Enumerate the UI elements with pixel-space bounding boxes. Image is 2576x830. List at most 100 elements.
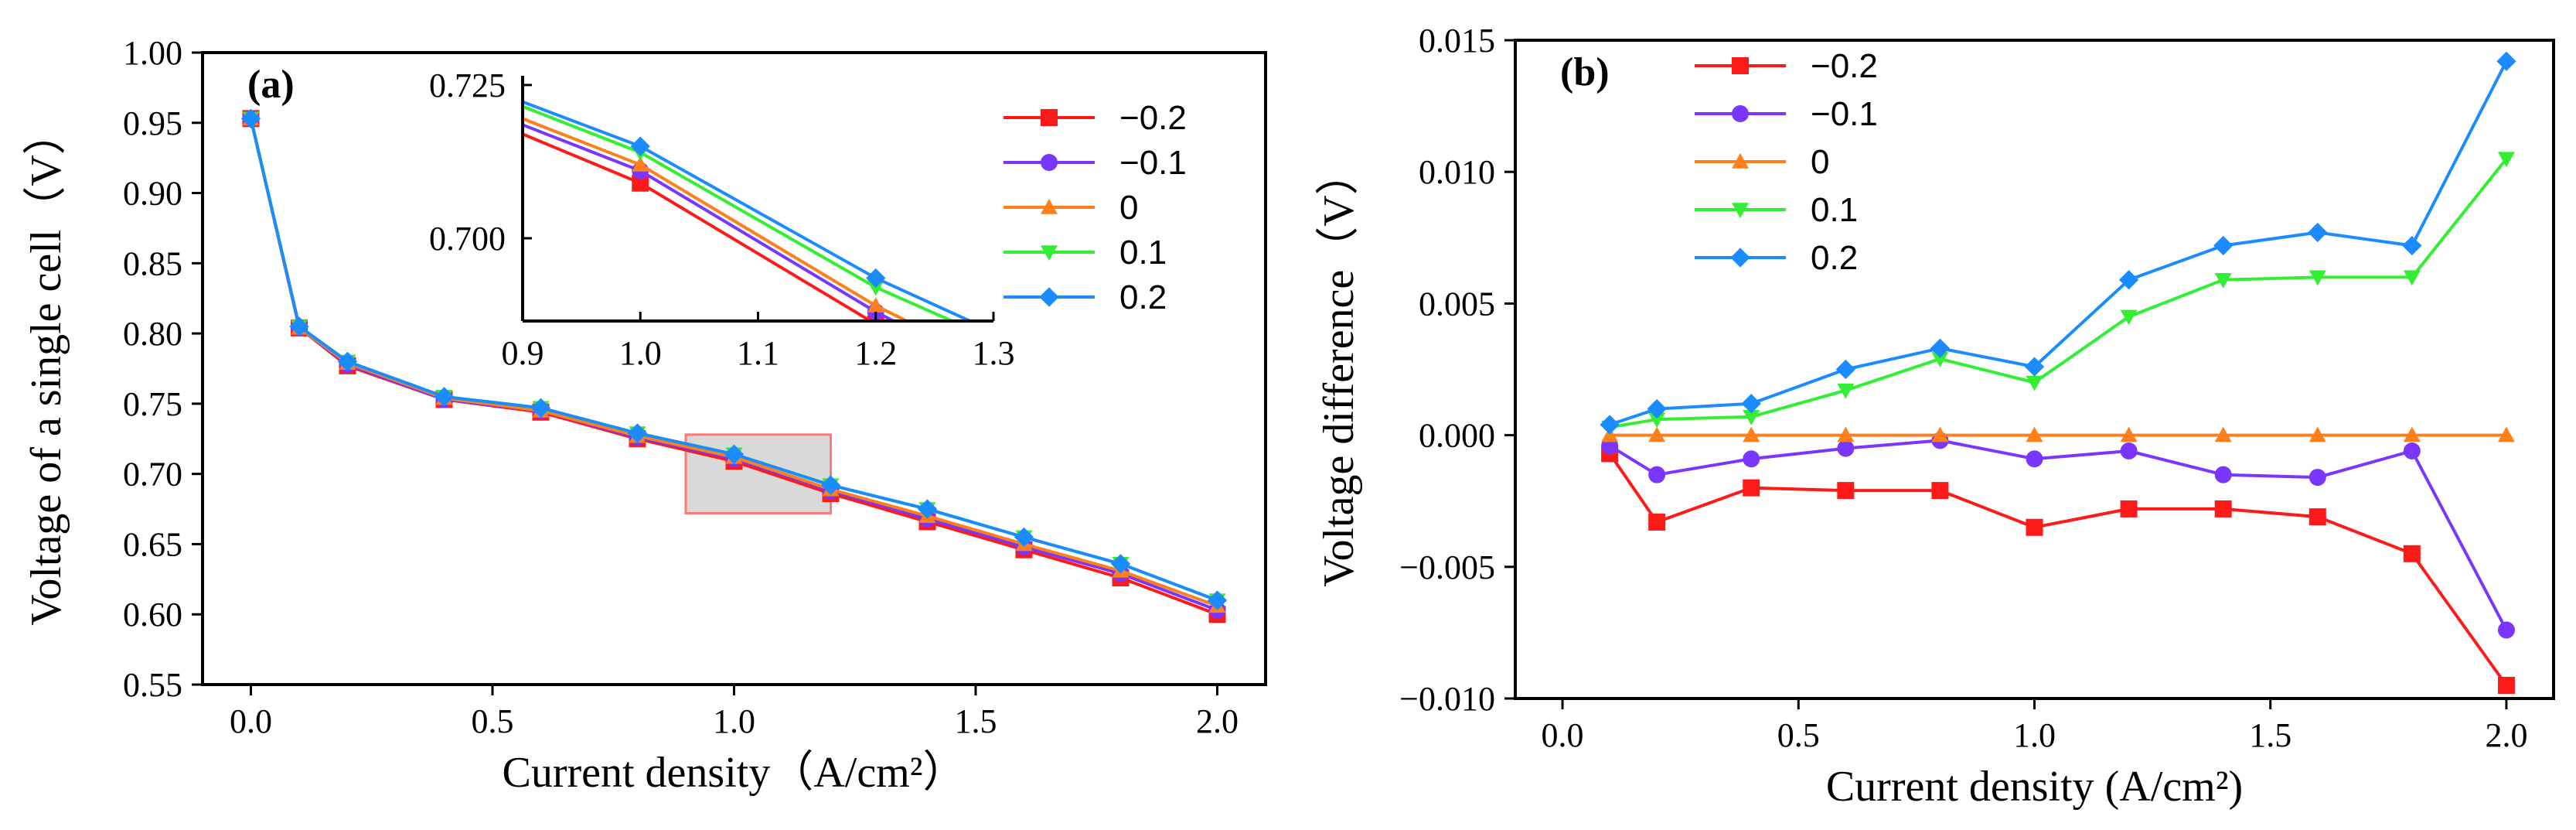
legend-item: −0.1: [1003, 144, 1187, 182]
data-point: [1110, 554, 1131, 574]
data-point: [1743, 450, 1760, 468]
inset-x-tick-label: 1.1: [737, 334, 779, 372]
y-tick-label: 0.005: [1419, 285, 1495, 323]
legend-item: 0.1: [1695, 191, 1858, 229]
legend-marker: [1732, 105, 1749, 122]
legend-item: −0.1: [1695, 95, 1878, 133]
x-tick-label: 2.0: [1196, 702, 1239, 740]
legend-marker: [1039, 287, 1059, 307]
panel-label: (b): [1560, 50, 1610, 94]
y-tick-label: 0.85: [123, 244, 182, 282]
data-point: [1743, 479, 1760, 497]
panel-label: (a): [247, 63, 295, 107]
series-minusminus-0p2: [1601, 445, 2515, 694]
data-point: [1743, 409, 1760, 425]
data-point: [2309, 426, 2326, 442]
legend-label: −0.1: [1119, 144, 1187, 182]
legend-marker: [1041, 199, 1058, 214]
panel-b: 0.0 0.5 1.0 1.5 2.0 −0.010 −0.005 0.000 0.005 0.0…: [1315, 22, 2555, 811]
data-point: [2309, 508, 2326, 526]
data-point: [337, 351, 358, 372]
series-0: [1601, 426, 2515, 442]
y-tick-label: 0.010: [1419, 153, 1495, 191]
inset-data-point: [1102, 426, 1119, 443]
y-tick-label: 0.90: [123, 175, 182, 213]
data-point: [1600, 415, 1620, 435]
data-point: [530, 398, 551, 418]
series-minusminus-0p1: [1601, 432, 2515, 639]
data-point: [2496, 51, 2516, 71]
y-tick-label: 1.00: [123, 34, 182, 72]
legend-label: −0.2: [1119, 99, 1187, 137]
y-tick-label: −0.005: [1399, 548, 1495, 586]
y-tick-label: 0.55: [123, 666, 182, 704]
x-tick-label: 0.5: [1777, 716, 1820, 754]
inset-data-point: [630, 136, 650, 156]
data-point: [2403, 270, 2421, 286]
data-point: [2214, 426, 2232, 442]
series-0p1: [1601, 152, 2515, 436]
data-point: [2309, 270, 2326, 286]
data-point: [1648, 466, 1666, 483]
y-tick-label: 0.65: [123, 525, 182, 563]
inset-background: [523, 76, 993, 321]
legend-label: 0.1: [1811, 191, 1858, 229]
data-point: [1014, 527, 1034, 548]
y-tick-label: −0.010: [1399, 680, 1495, 718]
inset-data-point: [395, 48, 414, 67]
data-point: [2120, 426, 2138, 442]
inset-data-point: [397, 70, 414, 87]
inset-data-point: [866, 268, 886, 289]
inset-data-point: [632, 174, 649, 192]
data-point: [2120, 309, 2138, 326]
data-point: [1648, 513, 1666, 531]
legend-marker: [1730, 248, 1750, 268]
y-tick-label: 0.70: [123, 456, 182, 494]
zoom-highlight-box: [684, 433, 832, 515]
data-point: [2214, 500, 2232, 517]
x-tick-label: 2.0: [2485, 716, 2527, 754]
legend-marker: [1732, 153, 1749, 169]
inset-data-point: [867, 297, 884, 313]
data-point: [820, 475, 841, 495]
x-tick-label: 1.0: [2013, 716, 2056, 754]
data-point: [1930, 338, 1951, 358]
data-point: [2118, 270, 2139, 290]
y-axis-title: Voltage difference（V）: [1315, 152, 1363, 586]
legend-item: 0: [1003, 189, 1138, 227]
data-point: [2403, 426, 2421, 442]
data-point: [1931, 426, 1949, 442]
legend-item: 0.2: [1003, 278, 1167, 316]
inset-x-tick-label: 0.9: [502, 334, 544, 372]
inset-data-point: [632, 155, 649, 172]
legend-marker: [1732, 57, 1749, 74]
data-point: [1648, 426, 1666, 442]
inset-data-point: [867, 280, 884, 296]
data-point: [1837, 426, 1855, 442]
legend: −0.2 −0.1 0 0.1 0.2: [1695, 47, 1878, 277]
series-line: [249, 118, 1218, 602]
x-tick-label: 1.5: [955, 702, 997, 740]
y-tick-label: 0.80: [123, 315, 182, 353]
data-point: [1931, 482, 1949, 500]
y-tick-label: 0.60: [123, 596, 182, 634]
legend-label: −0.1: [1811, 95, 1878, 133]
y-tick-label: 0.015: [1419, 22, 1495, 60]
y-tick-label: 0.000: [1419, 417, 1495, 455]
data-point: [2403, 545, 2421, 562]
inset-data-point: [397, 53, 414, 69]
legend-marker: [1041, 245, 1058, 261]
x-tick-label: 1.5: [2249, 716, 2291, 754]
data-point: [2120, 500, 2138, 517]
data-point: [2026, 518, 2043, 536]
x-tick-label: 1.0: [713, 702, 755, 740]
inset-data-point: [1102, 414, 1119, 429]
data-point: [2024, 357, 2045, 377]
data-point: [2120, 442, 2138, 460]
legend: −0.2 −0.1 0 0.1 0.2: [1003, 99, 1187, 316]
legend-item: −0.2: [1695, 47, 1878, 85]
y-tick-label: 0.75: [123, 385, 182, 423]
legend-marker: [1041, 154, 1058, 171]
